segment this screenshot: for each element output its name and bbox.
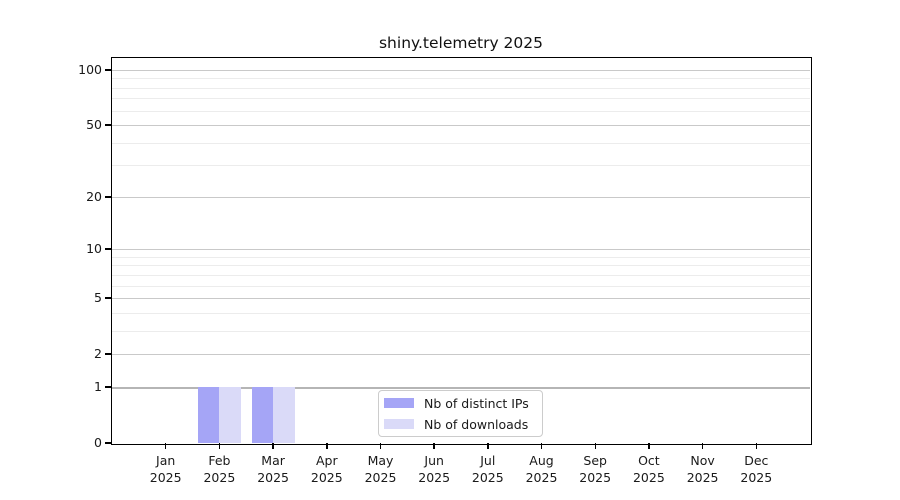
bar-distinct-ips-feb — [197, 387, 220, 443]
y-gridline-major — [112, 298, 810, 300]
legend-entry-distinct-ips: Nb of distinct IPs — [384, 394, 542, 412]
y-gridline-major — [112, 354, 810, 356]
legend-label-distinct-ips: Nb of distinct IPs — [424, 395, 529, 411]
y-gridline-minor — [112, 165, 810, 167]
y-tick-label: 0 — [94, 435, 102, 450]
legend-swatch-distinct-ips-icon — [384, 398, 414, 408]
x-tick-label: Oct 2025 — [632, 453, 665, 485]
legend-swatch-downloads-icon — [384, 419, 414, 429]
x-tick-label: Sep 2025 — [579, 453, 612, 485]
x-tick — [648, 443, 650, 449]
y-gridline-minor — [112, 98, 810, 100]
y-tick — [105, 196, 112, 198]
y-tick — [105, 386, 112, 388]
y-gridline-major — [112, 249, 810, 251]
legend: Nb of distinct IPs Nb of downloads — [378, 390, 543, 437]
x-tick-label: Mar 2025 — [257, 453, 289, 485]
x-tick — [433, 443, 435, 449]
bar-downloads-mar — [273, 387, 295, 443]
y-tick-label: 20 — [86, 188, 102, 204]
y-gridline-minor — [112, 87, 810, 89]
y-tick-label: 100 — [78, 61, 102, 77]
y-gridline-minor — [112, 274, 810, 276]
legend-entry-downloads: Nb of downloads — [384, 415, 542, 433]
x-tick — [755, 443, 758, 449]
y-gridline-major — [112, 387, 810, 389]
y-tick — [105, 248, 112, 250]
y-tick-label: 1 — [94, 379, 102, 394]
y-tick — [105, 124, 112, 126]
x-tick — [379, 443, 382, 449]
x-tick-label: May 2025 — [364, 453, 397, 485]
y-gridline-major — [112, 125, 810, 127]
x-tick-label: Jun 2025 — [418, 453, 451, 485]
y-tick-label: 5 — [94, 290, 102, 306]
y-tick — [105, 353, 112, 355]
x-tick — [164, 443, 167, 449]
bar-downloads-feb — [219, 387, 241, 443]
y-gridline-minor — [112, 330, 810, 332]
y-gridline-minor — [112, 110, 810, 112]
x-tick-label: Jul 2025 — [471, 453, 504, 485]
y-tick — [105, 297, 112, 299]
chart-title: shiny.telemetry 2025 — [378, 34, 543, 52]
x-tick-label: Apr 2025 — [310, 453, 343, 485]
y-tick — [105, 69, 112, 71]
bar-distinct-ips-mar — [251, 387, 274, 443]
x-tick-label: Jan 2025 — [149, 453, 182, 485]
y-gridline-minor — [112, 285, 810, 287]
y-tick — [105, 442, 112, 444]
x-tick — [701, 443, 704, 449]
x-tick — [326, 443, 328, 449]
y-gridline-minor — [112, 78, 810, 80]
x-tick — [594, 443, 596, 449]
x-tick-label: Feb 2025 — [203, 453, 236, 485]
y-gridline-minor — [112, 256, 810, 258]
x-tick-label: Dec 2025 — [740, 453, 773, 485]
y-gridline-minor — [112, 265, 810, 267]
y-tick-label: 2 — [94, 346, 102, 362]
x-tick-label: Nov 2025 — [686, 453, 719, 485]
y-gridline-minor — [112, 142, 810, 144]
y-gridline-minor — [112, 312, 810, 314]
x-tick — [218, 443, 221, 449]
x-tick — [540, 443, 543, 449]
plot-area — [112, 58, 810, 443]
x-tick-label: Aug 2025 — [525, 453, 558, 485]
y-gridline-major — [112, 69, 810, 71]
y-tick-label: 50 — [86, 117, 102, 133]
x-tick — [487, 443, 489, 449]
x-tick — [272, 443, 274, 449]
y-tick-label: 10 — [86, 241, 102, 257]
legend-label-downloads: Nb of downloads — [424, 416, 529, 432]
y-gridline-major — [112, 196, 810, 198]
